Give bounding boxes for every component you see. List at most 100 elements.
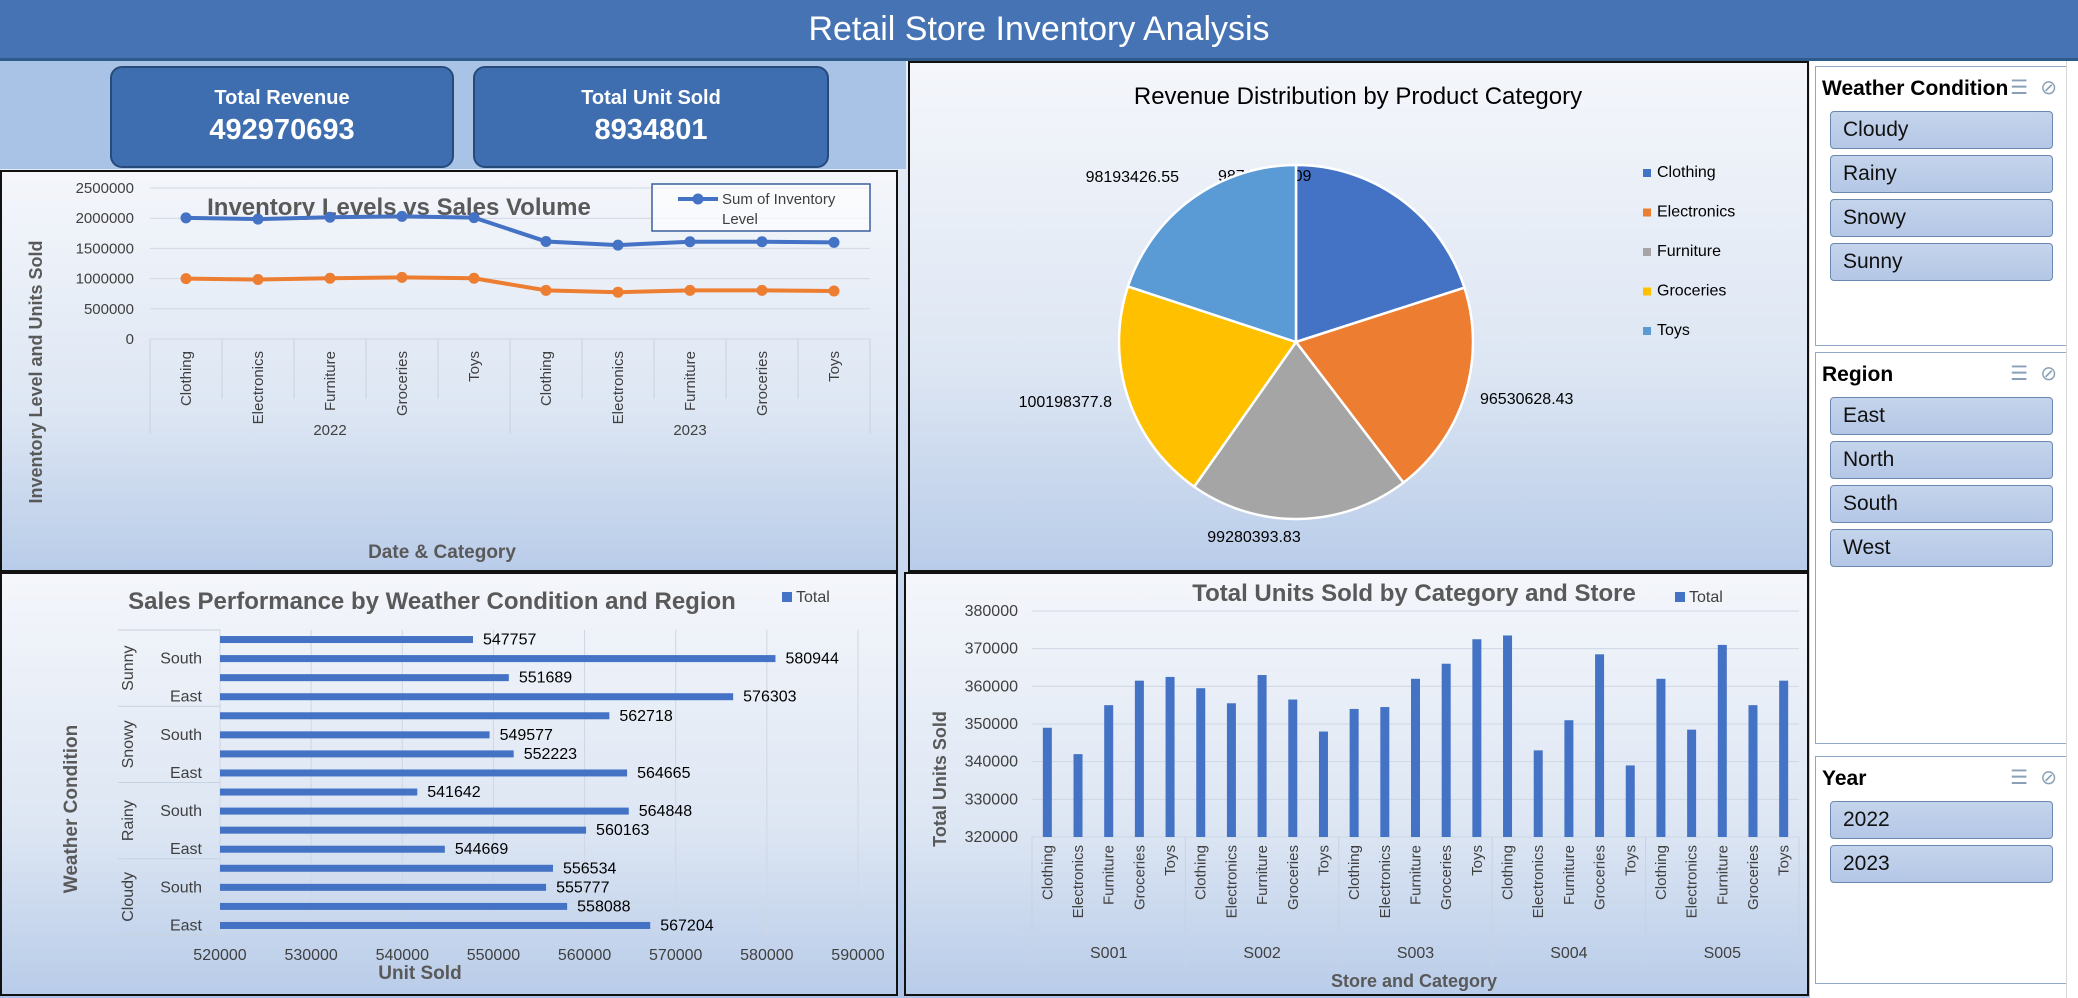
- bar: [220, 864, 553, 872]
- x-tick-label: Furniture: [1408, 845, 1425, 905]
- y-tick-label: 500000: [84, 301, 134, 318]
- x-tick-label: Clothing: [1193, 845, 1210, 900]
- bar-value-label: 567204: [660, 917, 713, 934]
- group-label: S001: [1090, 945, 1127, 962]
- units-by-store-chart[interactable]: Total Units Sold by Category and Store To…: [904, 572, 1809, 996]
- x-tick-label: 550000: [467, 947, 520, 964]
- slicer-item-2022[interactable]: 2022: [1830, 801, 2053, 839]
- multi-select-icon[interactable]: ☰: [2010, 363, 2029, 385]
- legend-label: Clothing: [1657, 164, 1716, 181]
- bar-value-label: 564848: [639, 803, 692, 820]
- bar: [1472, 639, 1482, 837]
- pie-slice-toys: [1126, 163, 1298, 344]
- kpi-label: Total Revenue: [214, 87, 350, 109]
- slicer-item-west[interactable]: West: [1830, 529, 2053, 567]
- region-label: East: [170, 689, 203, 706]
- group-label: Rainy: [120, 800, 137, 841]
- x-tick-label: Groceries: [1285, 845, 1302, 910]
- inventory-vs-sales-chart[interactable]: Inventory Levels vs Sales Volume 0 500000 1…: [0, 170, 898, 572]
- clear-filter-icon[interactable]: ⊘: [2040, 363, 2057, 385]
- data-point: [828, 236, 840, 248]
- x-tick-label: 590000: [831, 947, 884, 964]
- x-tick-label: Electronics: [1530, 845, 1547, 918]
- slicer-item-south[interactable]: South: [1830, 485, 2053, 523]
- legend-label: Total: [1689, 589, 1723, 606]
- slicer-region[interactable]: Region ☰ ⊘ East North South West: [1815, 352, 2068, 744]
- group-label: S004: [1550, 945, 1587, 962]
- slicer-weather[interactable]: Weather Condition ☰ ⊘ Cloudy Rainy Snowy …: [1815, 66, 2068, 346]
- data-point: [612, 286, 624, 298]
- x-tick-label: Toys: [1469, 845, 1486, 876]
- bar: [220, 731, 490, 739]
- x-tick-label: 560000: [558, 947, 611, 964]
- bar: [220, 826, 587, 834]
- pie-slice-clothing: [1294, 163, 1467, 344]
- multi-select-icon[interactable]: ☰: [2010, 767, 2029, 789]
- x-tick-label: Toys: [1776, 845, 1793, 876]
- group-label: S003: [1397, 945, 1434, 962]
- bar: [1779, 680, 1789, 837]
- bar: [1196, 688, 1206, 837]
- bar: [220, 750, 514, 758]
- line-chart-svg: Inventory Levels vs Sales Volume05000001…: [26, 180, 871, 563]
- slicer-year[interactable]: Year ☰ ⊘ 2022 2023: [1815, 756, 2068, 984]
- bar-value-label: 556534: [563, 860, 616, 877]
- slicer-item-rainy[interactable]: Rainy: [1830, 155, 2053, 193]
- data-point: [324, 211, 336, 223]
- bar: [1717, 644, 1727, 837]
- clear-filter-icon[interactable]: ⊘: [2040, 77, 2057, 99]
- vbar-chart-svg: Total Units Sold by Category and Store To…: [930, 580, 1800, 991]
- bar: [1288, 699, 1298, 837]
- bar: [1073, 754, 1083, 837]
- slice-value-label: 98193426.55: [1086, 169, 1180, 186]
- legend-swatch: [1643, 208, 1651, 217]
- bar: [1625, 765, 1635, 837]
- kpi-label: Total Unit Sold: [581, 87, 721, 109]
- kpi-total-revenue[interactable]: Total Revenue 492970693: [110, 66, 454, 168]
- y-tick-label: 0: [126, 331, 134, 348]
- slicer-item-sunny[interactable]: Sunny: [1830, 243, 2053, 281]
- slice-value-label: 99280393.83: [1207, 529, 1301, 546]
- y-tick-label: 2000000: [76, 210, 134, 227]
- revenue-pie-chart[interactable]: Revenue Distribution by Product Category…: [908, 61, 1809, 572]
- slicer-title: Year: [1822, 767, 1867, 790]
- kpi-total-units[interactable]: Total Unit Sold 8934801: [473, 66, 829, 168]
- y-tick-label: 2500000: [76, 180, 134, 197]
- x-tick-label: Clothing: [1346, 845, 1363, 900]
- bar-value-label: 564665: [637, 765, 690, 782]
- legend-swatch: [1675, 592, 1685, 602]
- bar: [220, 655, 776, 663]
- x-tick-label: Groceries: [1745, 845, 1762, 910]
- bar-value-label: 551689: [519, 670, 572, 687]
- y-axis-title: Total Units Sold: [930, 711, 950, 847]
- x-axis-title: Date & Category: [368, 542, 516, 563]
- bar: [1134, 680, 1144, 837]
- multi-select-icon[interactable]: ☰: [2010, 77, 2029, 99]
- x-tick-label: Clothing: [538, 351, 555, 406]
- data-point: [756, 236, 768, 248]
- data-point: [684, 284, 696, 296]
- y-tick-label: 1000000: [76, 271, 134, 288]
- bar-value-label: 547757: [483, 632, 536, 649]
- slicer-item-2023[interactable]: 2023: [1830, 845, 2053, 883]
- legend-swatch: [782, 592, 792, 602]
- slicer-item-snowy[interactable]: Snowy: [1830, 199, 2053, 237]
- slicer-item-cloudy[interactable]: Cloudy: [1830, 111, 2053, 149]
- sheet-gridline-column: [2066, 61, 2078, 998]
- weather-region-bar-chart[interactable]: Sales Performance by Weather Condition a…: [0, 572, 898, 996]
- dashboard-banner: Retail Store Inventory Analysis: [0, 0, 2078, 61]
- page-title: Retail Store Inventory Analysis: [808, 9, 1270, 48]
- y-tick-label: 330000: [965, 791, 1018, 808]
- bar: [1595, 654, 1605, 837]
- bar: [1349, 708, 1359, 837]
- x-tick-label: Clothing: [178, 351, 195, 406]
- clear-filter-icon[interactable]: ⊘: [2040, 767, 2057, 789]
- slicer-item-east[interactable]: East: [1830, 397, 2053, 435]
- slicer-item-north[interactable]: North: [1830, 441, 2053, 479]
- bar: [220, 883, 547, 891]
- x-tick-label: Electronics: [1377, 845, 1394, 918]
- x-tick-label: Furniture: [1714, 845, 1731, 905]
- x-tick-label: 540000: [376, 947, 429, 964]
- chart-title: Total Units Sold by Category and Store: [1192, 580, 1636, 607]
- x-tick-label: Furniture: [1101, 845, 1118, 905]
